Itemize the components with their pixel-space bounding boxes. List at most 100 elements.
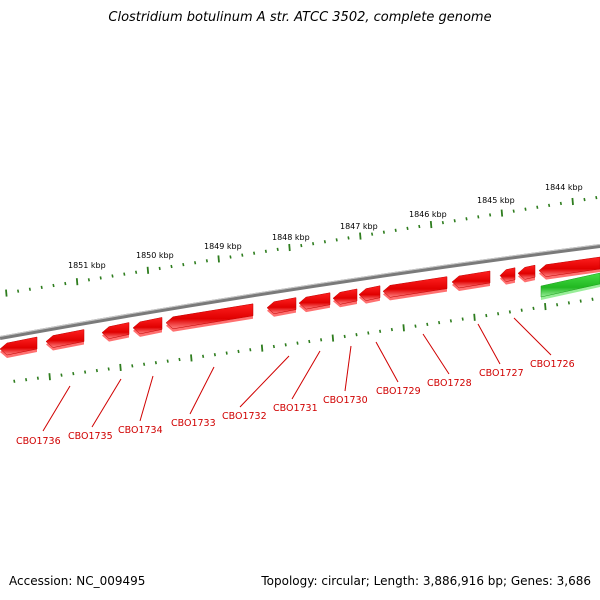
backbone-line — [0, 244, 600, 340]
outer-major-tick — [429, 220, 433, 229]
reverse-gene-arrow[interactable] — [132, 317, 163, 335]
inner-minor-tick — [438, 320, 441, 325]
reverse-gene-arrow[interactable] — [517, 264, 536, 280]
inner-minor-tick — [237, 349, 240, 354]
gene-leader-line — [189, 366, 215, 415]
gene-leader-line — [42, 385, 71, 432]
gene-leader-line — [139, 375, 154, 422]
gene-leader-line — [344, 345, 352, 392]
gene-label[interactable]: CBO1732 — [222, 411, 267, 422]
gene-label[interactable]: CBO1735 — [68, 431, 113, 442]
outer-minor-tick — [595, 195, 598, 200]
gene-leader-line — [513, 317, 552, 356]
outer-minor-tick — [406, 226, 409, 231]
gene-leader-line — [91, 378, 122, 428]
outer-minor-tick — [548, 203, 551, 208]
gene-labels: CBO1736 CBO1735 CBO1734 CBO1733 CBO1732 CBO17… — [16, 359, 575, 447]
reverse-gene-arrow[interactable] — [165, 303, 254, 330]
inner-minor-tick — [308, 339, 311, 344]
inner-minor-tick — [202, 354, 205, 358]
gene-label[interactable]: CBO1729 — [376, 386, 421, 397]
reverse-gene-arrow[interactable] — [298, 292, 331, 310]
outer-minor-tick — [347, 236, 350, 240]
outer-tick-ring — [5, 195, 598, 297]
inner-minor-tick — [355, 333, 358, 337]
outer-minor-tick — [536, 205, 539, 209]
outer-minor-tick — [158, 266, 161, 271]
inner-minor-tick — [154, 361, 157, 365]
forward-gene-track — [540, 272, 600, 300]
inner-major-tick — [48, 373, 51, 381]
gene-label[interactable]: CBO1727 — [479, 368, 524, 379]
outer-minor-tick — [99, 276, 102, 280]
inner-major-tick — [190, 354, 193, 362]
inner-minor-tick — [579, 299, 582, 303]
outer-minor-tick — [524, 207, 527, 211]
outer-minor-tick — [229, 255, 232, 259]
inner-minor-tick — [166, 359, 169, 363]
gene-leader-line — [422, 333, 450, 375]
inner-minor-tick — [367, 331, 370, 335]
inner-minor-tick — [143, 362, 146, 366]
outer-major-tick — [146, 266, 150, 274]
reverse-gene-arrow[interactable] — [101, 322, 130, 339]
gene-label[interactable]: CBO1731 — [273, 403, 318, 414]
gene-label[interactable]: CBO1728 — [427, 378, 472, 389]
reverse-gene-arrow[interactable] — [358, 285, 381, 301]
inner-major-tick — [260, 344, 264, 352]
outer-minor-tick — [64, 281, 67, 286]
gene-label[interactable]: CBO1733 — [171, 418, 216, 429]
kbp-tick-label: 1845 kbp — [477, 196, 515, 205]
accession-text: Accession: NC_009495 — [9, 574, 146, 588]
reverse-gene-track — [0, 256, 600, 358]
kbp-tick-label: 1848 kbp — [272, 233, 310, 242]
outer-kbp-labels: 1851 kbp 1850 kbp 1849 kbp 1848 kbp 1847 kbp… — [68, 183, 583, 270]
kbp-tick-label: 1844 kbp — [545, 183, 583, 192]
reverse-gene-arrow[interactable] — [45, 329, 85, 348]
gene-label[interactable]: CBO1726 — [530, 359, 575, 370]
outer-minor-tick — [371, 232, 374, 236]
reverse-gene-arrow[interactable] — [382, 276, 448, 298]
reverse-gene-arrow[interactable] — [0, 336, 38, 356]
outer-minor-tick — [453, 219, 456, 223]
inner-minor-tick — [178, 357, 181, 362]
genome-summary-text: Topology: circular; Length: 3,886,916 bp… — [261, 574, 591, 588]
outer-minor-tick — [465, 217, 468, 221]
outer-minor-tick — [559, 201, 562, 206]
outer-minor-tick — [441, 220, 444, 225]
inner-minor-tick — [107, 367, 110, 371]
inner-minor-tick — [95, 368, 98, 373]
outer-minor-tick — [382, 230, 385, 234]
outer-minor-tick — [300, 243, 303, 248]
reverse-gene-arrow[interactable] — [499, 267, 516, 282]
reverse-gene-arrow[interactable] — [266, 297, 297, 315]
outer-minor-tick — [276, 247, 279, 252]
inner-minor-tick — [414, 324, 417, 328]
inner-minor-tick — [320, 338, 323, 342]
inner-minor-tick — [556, 303, 559, 307]
gene-label[interactable]: CBO1730 — [323, 395, 368, 406]
inner-minor-tick — [72, 371, 75, 376]
outer-minor-tick — [17, 289, 20, 293]
outer-minor-tick — [264, 249, 267, 253]
outer-major-tick — [359, 232, 362, 240]
inner-minor-tick — [36, 376, 39, 380]
outer-minor-tick — [512, 209, 515, 213]
inner-minor-tick — [272, 344, 275, 349]
gene-label[interactable]: CBO1734 — [118, 425, 163, 436]
inner-minor-tick — [508, 310, 511, 314]
inner-minor-tick — [296, 341, 299, 345]
outer-major-tick — [500, 209, 504, 217]
reverse-gene-arrow[interactable] — [538, 256, 600, 277]
outer-minor-tick — [241, 253, 244, 257]
reverse-gene-arrow[interactable] — [451, 270, 491, 289]
inner-minor-tick — [60, 373, 63, 377]
outer-major-tick — [571, 197, 574, 206]
forward-gene-arrow[interactable] — [540, 272, 600, 298]
inner-minor-tick — [213, 353, 216, 357]
inner-tick-ring — [13, 297, 594, 383]
gene-label[interactable]: CBO1736 — [16, 436, 61, 447]
outer-minor-tick — [170, 264, 173, 269]
reverse-gene-arrow[interactable] — [332, 288, 358, 305]
